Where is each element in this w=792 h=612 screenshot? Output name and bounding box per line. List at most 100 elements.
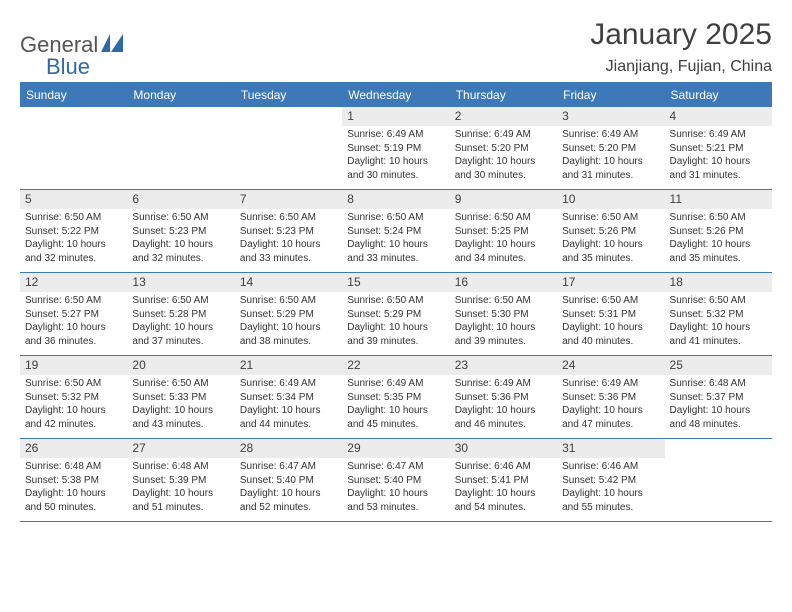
calendar-day-number: 27 [127,439,234,458]
sunrise-line: Sunrise: 6:50 AM [25,377,122,391]
daylight-line: Daylight: 10 hours and 43 minutes. [132,404,229,431]
calendar-day-number: 26 [20,439,127,458]
daylight-line: Daylight: 10 hours and 35 minutes. [670,238,767,265]
calendar-day-body [127,113,234,119]
calendar-day-body: Sunrise: 6:46 AMSunset: 5:41 PMDaylight:… [450,458,557,518]
calendar-day-cell [235,107,342,189]
daylight-line: Daylight: 10 hours and 32 minutes. [25,238,122,265]
calendar-day-cell: 8Sunrise: 6:50 AMSunset: 5:24 PMDaylight… [342,190,449,272]
sunrise-line: Sunrise: 6:49 AM [347,377,444,391]
calendar-day-number: 8 [342,190,449,209]
calendar-day-cell [20,107,127,189]
calendar-day-number: 30 [450,439,557,458]
calendar-day-body: Sunrise: 6:50 AMSunset: 5:27 PMDaylight:… [20,292,127,352]
sunset-line: Sunset: 5:40 PM [347,474,444,488]
daylight-line: Daylight: 10 hours and 34 minutes. [455,238,552,265]
sunrise-line: Sunrise: 6:50 AM [455,294,552,308]
calendar-day-cell: 19Sunrise: 6:50 AMSunset: 5:32 PMDayligh… [20,356,127,438]
daylight-line: Daylight: 10 hours and 47 minutes. [562,404,659,431]
daylight-line: Daylight: 10 hours and 46 minutes. [455,404,552,431]
calendar-day-number: 1 [342,107,449,126]
calendar-day-number: 7 [235,190,342,209]
calendar-day-body: Sunrise: 6:50 AMSunset: 5:23 PMDaylight:… [127,209,234,269]
calendar-day-cell: 31Sunrise: 6:46 AMSunset: 5:42 PMDayligh… [557,439,664,521]
daylight-line: Daylight: 10 hours and 54 minutes. [455,487,552,514]
calendar-day-body: Sunrise: 6:50 AMSunset: 5:29 PMDaylight:… [342,292,449,352]
sunset-line: Sunset: 5:23 PM [240,225,337,239]
calendar-day-body: Sunrise: 6:49 AMSunset: 5:36 PMDaylight:… [557,375,664,435]
calendar-header-cell: Wednesday [342,84,449,107]
sunrise-line: Sunrise: 6:50 AM [562,294,659,308]
sunset-line: Sunset: 5:38 PM [25,474,122,488]
calendar-day-cell: 1Sunrise: 6:49 AMSunset: 5:19 PMDaylight… [342,107,449,189]
calendar-day-cell: 13Sunrise: 6:50 AMSunset: 5:28 PMDayligh… [127,273,234,355]
calendar-day-cell: 21Sunrise: 6:49 AMSunset: 5:34 PMDayligh… [235,356,342,438]
calendar-day-body: Sunrise: 6:50 AMSunset: 5:33 PMDaylight:… [127,375,234,435]
daylight-line: Daylight: 10 hours and 31 minutes. [670,155,767,182]
calendar-day-body: Sunrise: 6:50 AMSunset: 5:23 PMDaylight:… [235,209,342,269]
sunrise-line: Sunrise: 6:50 AM [562,211,659,225]
calendar-day-cell: 14Sunrise: 6:50 AMSunset: 5:29 PMDayligh… [235,273,342,355]
sunset-line: Sunset: 5:20 PM [455,142,552,156]
calendar-header-cell: Sunday [20,84,127,107]
sunset-line: Sunset: 5:25 PM [455,225,552,239]
daylight-line: Daylight: 10 hours and 33 minutes. [240,238,337,265]
calendar-day-cell: 10Sunrise: 6:50 AMSunset: 5:26 PMDayligh… [557,190,664,272]
calendar-day-number: 18 [665,273,772,292]
daylight-line: Daylight: 10 hours and 39 minutes. [347,321,444,348]
calendar-day-cell: 30Sunrise: 6:46 AMSunset: 5:41 PMDayligh… [450,439,557,521]
sunset-line: Sunset: 5:23 PM [132,225,229,239]
sunset-line: Sunset: 5:29 PM [347,308,444,322]
calendar-header-row: SundayMondayTuesdayWednesdayThursdayFrid… [20,84,772,107]
sunset-line: Sunset: 5:31 PM [562,308,659,322]
calendar-day-number: 21 [235,356,342,375]
sunset-line: Sunset: 5:21 PM [670,142,767,156]
calendar-day-cell [665,439,772,521]
sunrise-line: Sunrise: 6:48 AM [25,460,122,474]
calendar-day-body: Sunrise: 6:50 AMSunset: 5:24 PMDaylight:… [342,209,449,269]
calendar: SundayMondayTuesdayWednesdayThursdayFrid… [20,82,772,522]
sunset-line: Sunset: 5:40 PM [240,474,337,488]
calendar-day-cell: 9Sunrise: 6:50 AMSunset: 5:25 PMDaylight… [450,190,557,272]
sunset-line: Sunset: 5:26 PM [670,225,767,239]
calendar-day-number: 11 [665,190,772,209]
calendar-day-number: 22 [342,356,449,375]
calendar-day-number: 23 [450,356,557,375]
sunset-line: Sunset: 5:35 PM [347,391,444,405]
calendar-day-cell: 20Sunrise: 6:50 AMSunset: 5:33 PMDayligh… [127,356,234,438]
sunrise-line: Sunrise: 6:50 AM [132,211,229,225]
calendar-day-cell: 2Sunrise: 6:49 AMSunset: 5:20 PMDaylight… [450,107,557,189]
calendar-day-number: 19 [20,356,127,375]
calendar-day-number: 12 [20,273,127,292]
calendar-day-number: 25 [665,356,772,375]
daylight-line: Daylight: 10 hours and 39 minutes. [455,321,552,348]
daylight-line: Daylight: 10 hours and 33 minutes. [347,238,444,265]
calendar-day-number: 16 [450,273,557,292]
calendar-day-cell: 17Sunrise: 6:50 AMSunset: 5:31 PMDayligh… [557,273,664,355]
calendar-day-body [665,445,772,451]
daylight-line: Daylight: 10 hours and 36 minutes. [25,321,122,348]
title-block: January 2025 Jianjiang, Fujian, China [590,18,772,76]
calendar-day-number: 31 [557,439,664,458]
daylight-line: Daylight: 10 hours and 52 minutes. [240,487,337,514]
calendar-day-body: Sunrise: 6:48 AMSunset: 5:37 PMDaylight:… [665,375,772,435]
sunrise-line: Sunrise: 6:50 AM [347,211,444,225]
calendar-day-cell: 6Sunrise: 6:50 AMSunset: 5:23 PMDaylight… [127,190,234,272]
calendar-day-cell: 7Sunrise: 6:50 AMSunset: 5:23 PMDaylight… [235,190,342,272]
calendar-day-body: Sunrise: 6:49 AMSunset: 5:36 PMDaylight:… [450,375,557,435]
calendar-day-body: Sunrise: 6:50 AMSunset: 5:26 PMDaylight:… [665,209,772,269]
calendar-day-cell: 25Sunrise: 6:48 AMSunset: 5:37 PMDayligh… [665,356,772,438]
sunset-line: Sunset: 5:32 PM [25,391,122,405]
sunset-line: Sunset: 5:39 PM [132,474,229,488]
daylight-line: Daylight: 10 hours and 30 minutes. [455,155,552,182]
sunset-line: Sunset: 5:34 PM [240,391,337,405]
calendar-day-body [20,113,127,119]
sunset-line: Sunset: 5:28 PM [132,308,229,322]
sunset-line: Sunset: 5:29 PM [240,308,337,322]
calendar-day-body: Sunrise: 6:47 AMSunset: 5:40 PMDaylight:… [342,458,449,518]
calendar-day-number: 14 [235,273,342,292]
sunrise-line: Sunrise: 6:49 AM [347,128,444,142]
calendar-week-row: 1Sunrise: 6:49 AMSunset: 5:19 PMDaylight… [20,107,772,190]
calendar-day-cell: 16Sunrise: 6:50 AMSunset: 5:30 PMDayligh… [450,273,557,355]
calendar-header-cell: Saturday [665,84,772,107]
